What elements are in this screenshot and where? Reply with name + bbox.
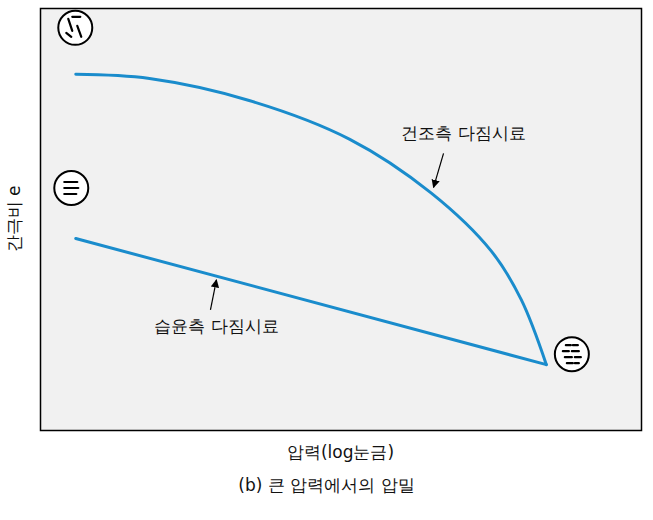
html-text:(b) 큰 압력에서의 압밀: (b) 큰 압력에서의 압밀 [238,475,415,495]
svg-text:간극비 e: 간극비 e [4,186,24,253]
svg-text:습윤측 다짐시료: 습윤측 다짐시료 [154,316,278,336]
svg-text:압력(log눈금): 압력(log눈금) [287,442,394,462]
svg-text:건조측 다짐시료: 건조측 다짐시료 [401,123,525,143]
